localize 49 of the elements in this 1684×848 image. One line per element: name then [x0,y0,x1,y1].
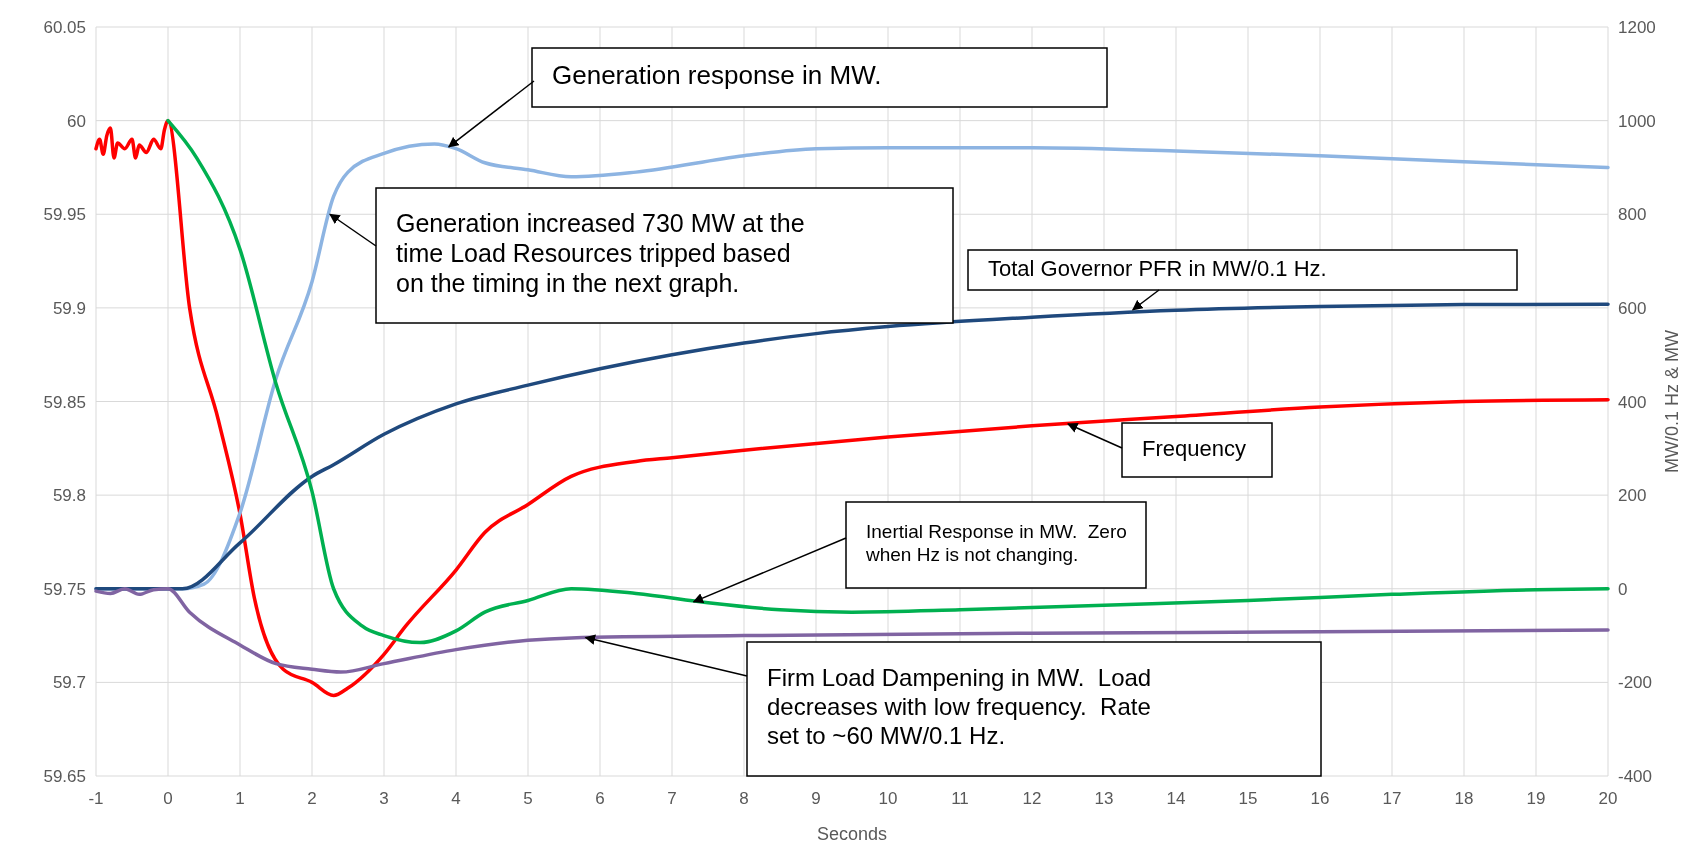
y-tick-label: 60.05 [43,18,86,37]
y2-tick-label: 400 [1618,392,1647,412]
x-tick-label: 18 [1454,789,1474,808]
y-tick-label: 59.75 [43,579,86,599]
x-tick-label: 6 [595,789,605,808]
y-tick-label: 59.8 [52,486,86,506]
y-tick-label: 60 [67,111,86,131]
annotation: Generation increased 730 MW at the time Load Resources tripped based on the timing in the next graph. [396,208,805,297]
x-tick-label: 4 [451,789,461,808]
x-tick-label: 20 [1598,789,1618,808]
y-tick-label: 59.9 [52,298,86,318]
annotation: Firm Load Dampening in MW. Load decreases with low frequency. Rate set to ~60 MW/0.1 Hz. [767,664,1152,749]
y-tick-label: 59.95 [43,205,86,225]
annotation: Frequency [1142,435,1246,461]
annotation: Generation response in MW. [552,60,882,90]
y2-tick-label: 600 [1618,298,1647,318]
x-tick-label: 3 [379,789,389,808]
annotation: Total Governor PFR in MW/0.1 Hz. [988,255,1327,281]
x-tick-label: 12 [1022,789,1042,808]
x-tick-label: 2 [307,789,317,808]
x-tick-label: 13 [1094,789,1114,808]
y2-tick-label: 1000 [1618,111,1656,131]
x-tick-label: 16 [1310,789,1330,808]
x-tick-label: 11 [951,789,969,808]
x-tick-label: 9 [811,789,821,808]
x-tick-label: -1 [88,789,104,808]
y2-tick-label: 1200 [1618,18,1656,37]
y2-tick-label: 0 [1618,579,1628,599]
annotation: Inertial Response in MW. Zero when Hz is not changing. [865,521,1127,566]
y2-tick-label: 200 [1618,486,1647,506]
x-tick-label: 15 [1238,789,1258,808]
y2-tick-label: 800 [1618,205,1647,225]
y2-axis-title: MW/0.1 Hz & MW [1662,329,1682,473]
line-series [94,302,1610,591]
x-tick-label: 0 [163,789,173,808]
x-tick-label: 1 [235,789,245,808]
y-tick-label: 59.85 [43,392,86,412]
x-axis-title: Seconds [816,824,888,844]
y2-tick-label: -400 [1618,767,1653,786]
x-tick-label: 10 [878,789,898,808]
x-tick-label: 8 [739,789,749,808]
y-tick-label: 59.7 [52,673,86,693]
y2-tick-label: -200 [1618,673,1653,693]
y-tick-label: 59.65 [43,767,86,786]
x-tick-label: 17 [1382,789,1402,808]
x-tick-label: 7 [667,789,677,808]
x-tick-label: 5 [523,789,533,808]
x-tick-label: 14 [1166,789,1186,808]
x-tick-label: 19 [1526,789,1546,808]
